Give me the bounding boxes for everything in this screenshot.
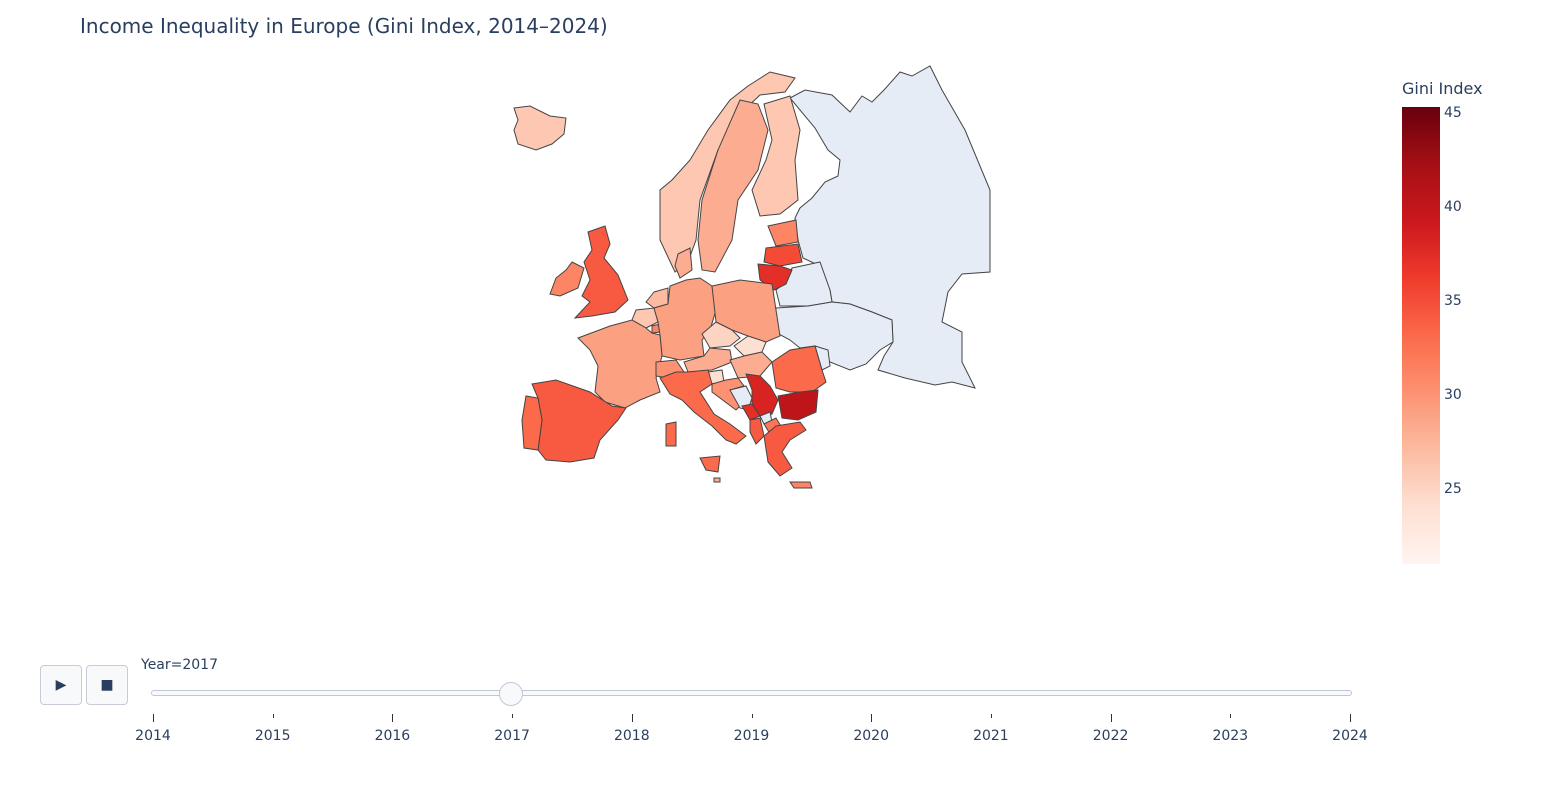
year-tick-mark — [392, 714, 394, 722]
region-montenegro[interactable] — [741, 403, 761, 421]
year-tick-mark — [512, 714, 514, 718]
region-albania[interactable] — [749, 417, 765, 445]
region-bulgaria[interactable] — [777, 389, 819, 421]
colorbar-tick-label: 45 — [1444, 105, 1462, 121]
year-tick-label[interactable]: 2019 — [733, 728, 770, 744]
region-latvia[interactable] — [763, 243, 803, 267]
year-tick-label[interactable]: 2023 — [1212, 728, 1249, 744]
year-slider-rail[interactable] — [151, 690, 1352, 696]
colorbar-tick-label: 35 — [1444, 292, 1462, 309]
region-finland[interactable] — [751, 95, 801, 217]
region-belgium[interactable] — [631, 307, 659, 329]
region-ukraine[interactable] — [774, 301, 894, 371]
region-ireland[interactable] — [549, 261, 585, 297]
year-tick-mark — [1110, 714, 1112, 722]
year-tick-mark — [631, 714, 633, 722]
region-denmark[interactable] — [674, 247, 693, 279]
region-estonia[interactable] — [767, 219, 799, 247]
region-portugal[interactable] — [521, 395, 543, 451]
year-tick-label[interactable]: 2020 — [853, 728, 890, 744]
year-tick-mark — [153, 714, 154, 722]
colorbar-title: Gini Index — [1402, 79, 1483, 98]
year-tick-label[interactable]: 2014 — [135, 728, 171, 744]
slider-current-label: Year=2017 — [141, 657, 218, 673]
region-cyprus[interactable] — [789, 481, 813, 489]
play-icon: ▶ — [55, 677, 67, 693]
region-united-kingdom[interactable] — [573, 225, 629, 319]
region-iceland[interactable] — [513, 105, 567, 151]
region-italy-sicily[interactable] — [699, 455, 721, 473]
region-hungary[interactable] — [729, 351, 773, 379]
region-romania[interactable] — [771, 345, 827, 393]
year-tick-mark — [751, 714, 753, 718]
year-tick-label[interactable]: 2022 — [1092, 728, 1129, 744]
region-russia[interactable] — [789, 65, 991, 389]
play-button[interactable]: ▶ — [40, 665, 82, 705]
stop-icon: ■ — [100, 677, 114, 693]
region-greece[interactable] — [763, 421, 807, 477]
region-italy-sardinia[interactable] — [665, 421, 677, 447]
year-tick-label[interactable]: 2024 — [1332, 728, 1368, 744]
year-tick-mark — [1350, 714, 1351, 722]
year-tick-label[interactable]: 2016 — [374, 728, 411, 744]
colorbar-tick-label: 25 — [1444, 480, 1462, 497]
europe-map — [513, 65, 991, 489]
year-slider-handle[interactable] — [499, 682, 524, 706]
colorbar-tick-label: 40 — [1444, 198, 1462, 215]
colorbar-tick-label: 30 — [1444, 386, 1462, 403]
region-slovakia[interactable] — [733, 335, 767, 357]
region-sweden[interactable] — [697, 99, 769, 273]
year-tick-label[interactable]: 2021 — [973, 728, 1009, 744]
year-tick-mark — [1230, 714, 1232, 718]
year-tick-label[interactable]: 2018 — [613, 728, 650, 744]
year-tick-label[interactable]: 2017 — [494, 728, 530, 744]
region-france[interactable] — [577, 319, 663, 409]
year-tick-label[interactable]: 2015 — [254, 728, 291, 744]
region-italy[interactable] — [659, 369, 747, 445]
region-serbia[interactable] — [745, 373, 779, 417]
stop-button[interactable]: ■ — [86, 665, 128, 705]
region-malta[interactable] — [713, 477, 721, 483]
colorbar — [1402, 107, 1440, 564]
chart-title: Income Inequality in Europe (Gini Index,… — [80, 14, 608, 38]
year-tick-mark — [871, 714, 873, 722]
year-tick-mark — [272, 714, 274, 718]
year-tick-mark — [990, 714, 992, 718]
